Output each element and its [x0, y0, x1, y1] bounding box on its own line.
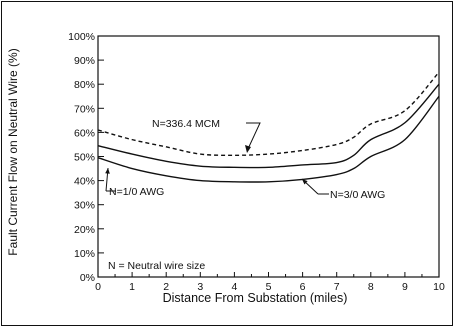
y-tick-label: 90%	[74, 55, 95, 67]
y-tick-label: 80%	[74, 79, 95, 91]
leader-n336-arrowhead	[245, 145, 251, 153]
ticks: 0% 10% 20% 30% 40% 50% 60% 70% 80% 90% 100% 0 1 2 3 4 5 6…	[68, 31, 445, 293]
x-tick-label: 1	[129, 281, 135, 293]
leader-n336	[246, 122, 261, 152]
y-tick-label: 100%	[68, 31, 95, 43]
series-label-n10: N=1/0 AWG	[109, 186, 164, 198]
x-tick-label: 6	[300, 281, 306, 293]
x-tick-label: 8	[368, 281, 374, 293]
fault-current-chart: 0% 10% 20% 30% 40% 50% 60% 70% 80% 90% 100% 0 1 2 3 4 5 6…	[6, 31, 445, 305]
y-tick-label: 10%	[74, 248, 95, 260]
x-tick-label: 4	[231, 281, 237, 293]
y-tick-label: 0%	[80, 272, 95, 284]
x-tick-label: 5	[266, 281, 272, 293]
y-tick-label: 30%	[74, 200, 95, 212]
series-line-0	[97, 71, 440, 157]
x-tick-label: 9	[402, 281, 408, 293]
y-tick-label: 40%	[74, 176, 95, 188]
y-tick-label: 60%	[74, 127, 95, 139]
x-tick-label: 7	[334, 281, 340, 293]
x-tick-label: 10	[433, 281, 445, 293]
x-tick-label: 2	[163, 281, 169, 293]
annotation-text: N = Neutral wire size	[108, 260, 205, 272]
series-lines	[97, 71, 440, 183]
leader-n30-arrowhead	[302, 179, 308, 185]
series-line-2	[97, 95, 440, 183]
chart-frame: 0% 10% 20% 30% 40% 50% 60% 70% 80% 90% 100% 0 1 2 3 4 5 6…	[1, 1, 453, 326]
series-labels: N=336.4 MCM N=1/0 AWG N=3/0 AWG	[105, 118, 385, 201]
axes	[97, 35, 440, 278]
leader-n10-arrowhead	[105, 168, 110, 174]
plot-border	[97, 35, 440, 278]
y-axis-label: Fault Current Flow on Neutral Wire (%)	[6, 48, 20, 255]
x-axis-label: Distance From Substation (miles)	[163, 291, 348, 305]
y-tick-label: 20%	[74, 224, 95, 236]
y-tick-label: 70%	[74, 103, 95, 115]
y-tick-label: 50%	[74, 152, 95, 164]
x-tick-label: 0	[95, 281, 101, 293]
series-label-n336: N=336.4 MCM	[152, 118, 220, 130]
series-label-n30: N=3/0 AWG	[330, 189, 385, 201]
series-line-1	[97, 83, 440, 169]
x-tick-label: 3	[197, 281, 203, 293]
